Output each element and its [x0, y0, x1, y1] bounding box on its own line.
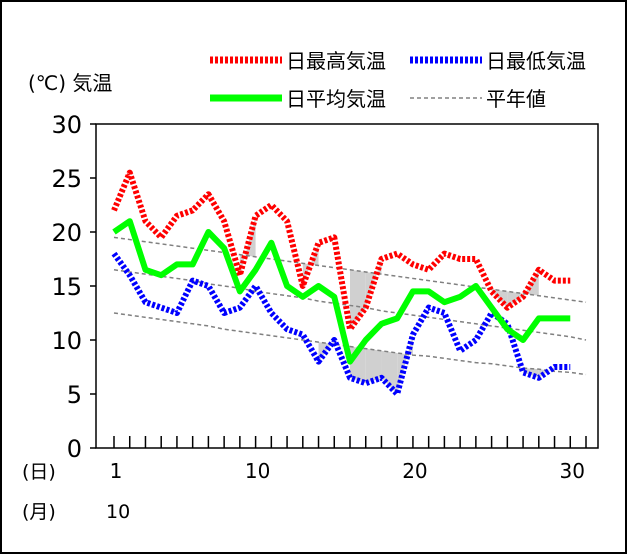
x-tick-label: 30: [560, 459, 585, 483]
legend-label-mean: 日平均気温: [286, 87, 386, 111]
plot-frame: [95, 123, 599, 449]
x-month-label: (月): [22, 501, 56, 523]
x-day-label: (日): [22, 461, 56, 483]
normal-gap-low: [381, 350, 398, 394]
normal-line: [113, 312, 587, 376]
x-month-value: 10: [106, 501, 130, 523]
y-tick-label: 30: [51, 111, 82, 139]
x-tick-label: 1: [110, 459, 123, 483]
y-axis-label: (℃) 気温: [28, 71, 112, 95]
legend-label-max: 日最高気温: [286, 49, 386, 73]
y-tick-label: 20: [51, 219, 82, 247]
y-tick-label: 5: [67, 381, 82, 409]
normal-line: [113, 236, 587, 303]
y-tick-label: 25: [51, 165, 82, 193]
y-tick-label: 15: [51, 273, 82, 301]
y-tick-label: 10: [51, 327, 82, 355]
plot-area: 0 5 10 15 20 25 30 1 10 20 30: [51, 111, 599, 483]
normal-gap-high: [239, 215, 256, 276]
normal-gap-low: [397, 334, 413, 394]
series-line: [111, 169, 571, 333]
x-tick-label: 20: [402, 459, 427, 483]
legend: 日最高気温 日最低気温 日平均気温 平年値: [210, 49, 586, 111]
normal-gap-high: [350, 269, 366, 330]
series-line: [112, 218, 571, 365]
legend-label-min: 日最低気温: [486, 49, 586, 73]
normal-gap-low: [365, 348, 382, 384]
x-tick-label: 10: [245, 459, 270, 483]
y-tick-label: 0: [67, 435, 82, 463]
legend-label-normal: 平年値: [486, 87, 546, 111]
